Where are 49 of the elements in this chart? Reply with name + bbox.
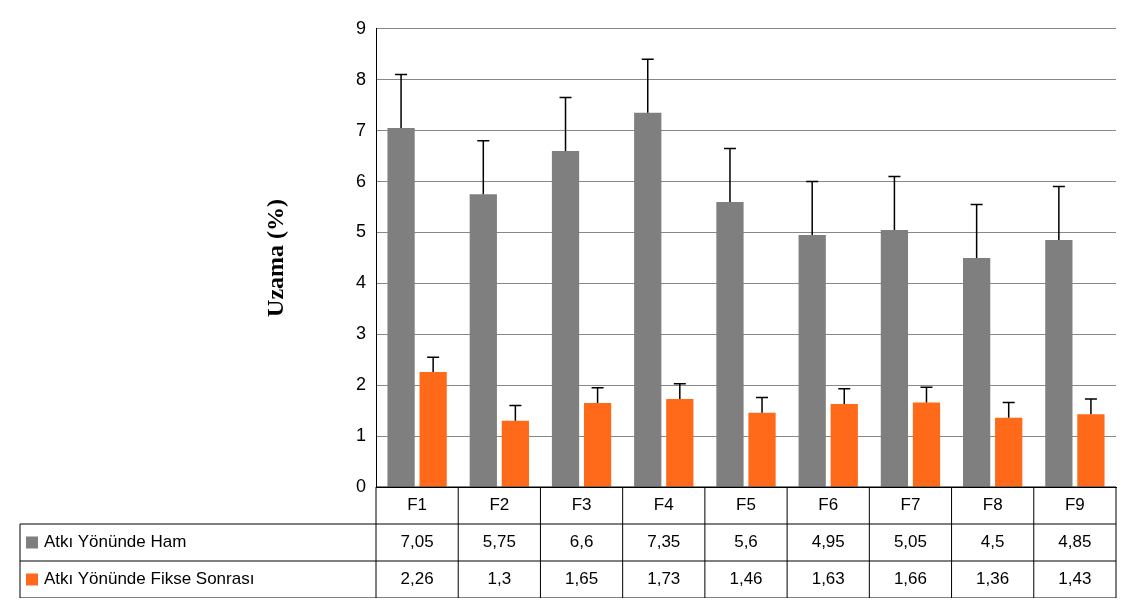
bar	[748, 412, 776, 487]
x-tick-label: F3	[571, 495, 592, 515]
data-label: 5,6	[734, 532, 758, 552]
bar	[583, 403, 612, 487]
bar	[666, 398, 694, 487]
data-label: 1,3	[487, 569, 512, 589]
data-label: 1,73	[647, 569, 681, 589]
bar	[830, 404, 858, 487]
y-axis-title: Uzama (%)	[261, 198, 288, 317]
data-label: 2,26	[400, 569, 434, 589]
bar	[419, 371, 447, 487]
x-tick-label: F9	[1064, 495, 1085, 515]
y-tick-label: 3	[355, 323, 366, 344]
y-tick-label: 1	[355, 425, 366, 446]
data-label: 4,5	[980, 532, 1005, 552]
data-label: 1,63	[811, 569, 845, 589]
y-tick-label: 6	[355, 170, 366, 191]
y-tick-label: 2	[355, 374, 366, 395]
y-tick-label: 4	[355, 272, 366, 293]
data-label: 7,35	[647, 532, 681, 552]
x-tick-label: F2	[489, 495, 510, 515]
x-tick-label: F6	[818, 495, 839, 515]
data-label: 4,85	[1058, 532, 1092, 552]
bar	[1077, 414, 1105, 487]
x-tick-label: F7	[900, 495, 921, 515]
data-label: 1,65	[565, 569, 599, 589]
data-label: 1,46	[729, 569, 763, 589]
y-tick-label: 5	[355, 221, 366, 242]
bar	[912, 402, 941, 487]
data-label: 6,6	[569, 532, 594, 552]
data-label: 5,75	[482, 532, 516, 552]
x-tick-label: F5	[736, 495, 756, 515]
y-tick-label: 9	[355, 17, 366, 38]
data-label: 4,95	[811, 532, 845, 552]
data-label: 5,05	[893, 532, 927, 552]
x-tick-label: F1	[407, 495, 428, 515]
data-label: 1,43	[1058, 569, 1092, 589]
data-label: 1,36	[976, 569, 1010, 589]
bar	[501, 420, 529, 487]
y-tick-label: 0	[355, 475, 366, 496]
y-tick-label: 8	[355, 68, 366, 89]
y-tick-label: 7	[355, 119, 366, 140]
x-tick-label: F8	[982, 495, 1003, 515]
legend-label: Atkı Yönünde Fikse Sonrası	[44, 569, 255, 589]
x-tick-label: F4	[653, 495, 674, 515]
legend-label: Atkı Yönünde Ham	[44, 532, 187, 552]
data-label: 1,66	[893, 569, 927, 589]
data-label: 7,05	[400, 532, 434, 552]
bar	[995, 417, 1023, 487]
